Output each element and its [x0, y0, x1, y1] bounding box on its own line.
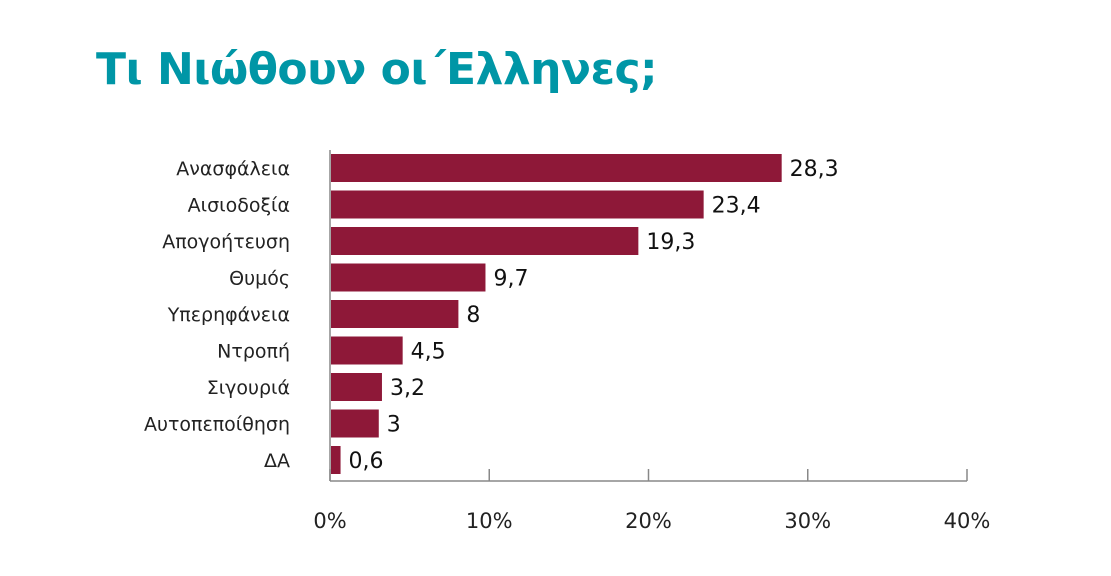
bar: [331, 154, 782, 182]
bar: [331, 190, 704, 219]
category-label: Υπερηφάνεια: [167, 304, 290, 326]
category-label: Αισιοδοξία: [188, 195, 290, 217]
data-label: 3,2: [390, 376, 425, 401]
bar: [331, 409, 379, 438]
category-label: Αυτοπεποίθηση: [144, 414, 290, 436]
x-tick-label: 20%: [625, 509, 672, 533]
data-label: 3: [387, 413, 401, 438]
data-label: 28,3: [790, 157, 839, 182]
x-tick-label: 30%: [784, 509, 831, 533]
bar: [331, 227, 639, 255]
data-label: 9,7: [493, 267, 528, 292]
x-tick-label: 0%: [313, 509, 346, 533]
bar: [331, 263, 486, 292]
category-label: Θυμός: [229, 268, 290, 290]
x-tick-label: 40%: [944, 509, 991, 533]
data-label: 8: [466, 303, 480, 328]
data-label: 4,5: [411, 340, 446, 365]
bar: [331, 336, 403, 365]
category-label: Σιγουριά: [207, 377, 290, 399]
bar: [331, 300, 459, 328]
data-label: 19,3: [646, 230, 695, 255]
chart-title: Τι Νιώθουν οι΄Ελληνες;: [96, 44, 658, 95]
category-label: Ανασφάλεια: [176, 158, 290, 180]
category-label: ΔΑ: [264, 450, 290, 472]
bar: [331, 446, 341, 474]
data-label: 0,6: [349, 449, 384, 474]
x-tick-label: 10%: [466, 509, 513, 533]
category-label: Ντροπή: [217, 341, 290, 363]
data-label: 23,4: [712, 194, 761, 219]
bar: [331, 373, 382, 401]
category-label: Απογοήτευση: [162, 231, 290, 253]
